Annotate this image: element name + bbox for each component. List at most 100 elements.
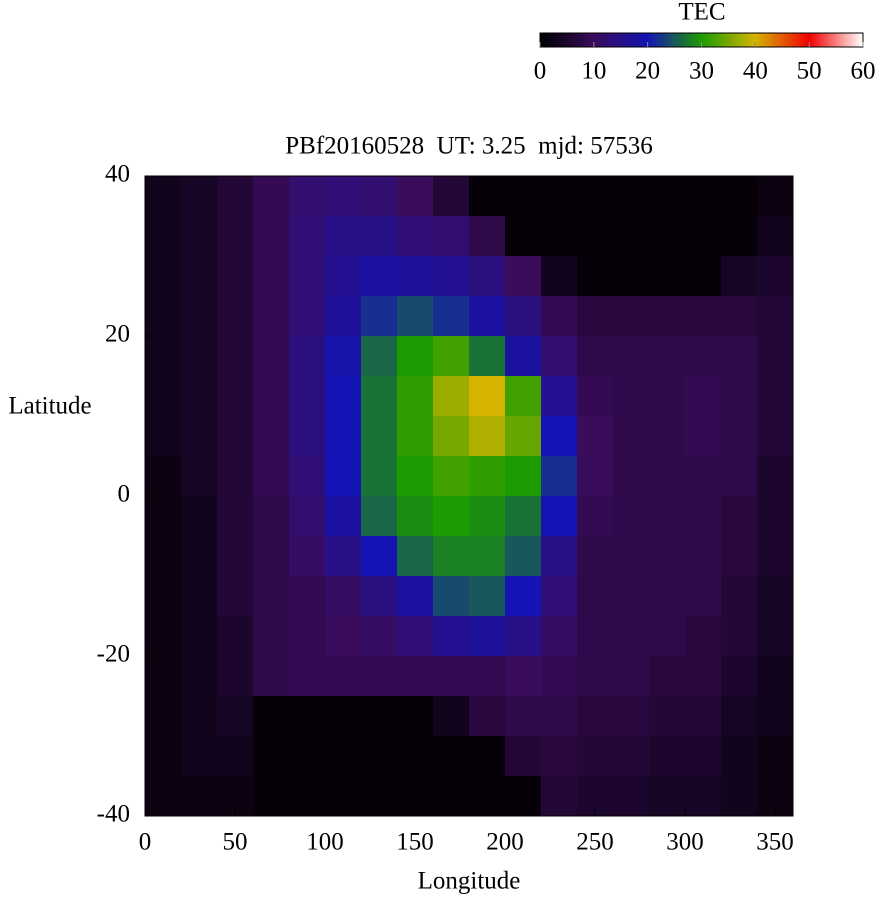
heat-cell bbox=[613, 736, 650, 777]
heat-cell bbox=[577, 656, 614, 697]
heat-cell bbox=[613, 536, 650, 577]
heat-cell bbox=[505, 536, 542, 577]
heat-cell bbox=[469, 776, 506, 817]
heat-cell bbox=[181, 216, 218, 257]
heat-cell bbox=[505, 416, 542, 457]
heat-cell bbox=[541, 696, 578, 737]
heat-cell bbox=[145, 736, 182, 777]
heat-cell bbox=[721, 256, 758, 297]
heat-cell bbox=[469, 416, 506, 457]
heat-cell bbox=[505, 336, 542, 377]
heat-cell bbox=[505, 216, 542, 257]
heat-cell bbox=[325, 576, 362, 617]
heat-cell bbox=[325, 656, 362, 697]
heat-cell bbox=[217, 216, 254, 257]
heat-cell bbox=[433, 736, 470, 777]
heat-cell bbox=[649, 376, 686, 417]
heat-cell bbox=[505, 576, 542, 617]
heat-cell bbox=[253, 376, 290, 417]
x-tick-label: 150 bbox=[396, 829, 434, 856]
heat-cell bbox=[505, 496, 542, 537]
heat-cell bbox=[361, 616, 398, 657]
heat-cell bbox=[757, 296, 794, 337]
heat-cell bbox=[145, 696, 182, 737]
heat-cell bbox=[577, 616, 614, 657]
heat-cell bbox=[685, 776, 722, 817]
chart-title: PBf20160528 UT: 3.25 mjd: 57536 bbox=[285, 133, 653, 160]
heat-cell bbox=[469, 456, 506, 497]
heat-cell bbox=[289, 176, 326, 217]
heat-cell bbox=[577, 216, 614, 257]
heat-cell bbox=[505, 456, 542, 497]
heat-cell bbox=[757, 576, 794, 617]
heat-cell bbox=[757, 696, 794, 737]
heat-cell bbox=[217, 576, 254, 617]
x-tick-label: 200 bbox=[486, 829, 524, 856]
heat-cell bbox=[433, 216, 470, 257]
heat-cell bbox=[181, 376, 218, 417]
heat-cell bbox=[433, 456, 470, 497]
heat-cell bbox=[469, 696, 506, 737]
heat-cell bbox=[325, 496, 362, 537]
heat-cell bbox=[181, 416, 218, 457]
heat-cell bbox=[577, 176, 614, 217]
heat-cell bbox=[253, 536, 290, 577]
heat-cell bbox=[217, 296, 254, 337]
heat-cell bbox=[613, 256, 650, 297]
heat-cell bbox=[145, 416, 182, 457]
heat-cell bbox=[217, 616, 254, 657]
heat-cell bbox=[253, 616, 290, 657]
heat-cell bbox=[757, 736, 794, 777]
heat-cell bbox=[541, 576, 578, 617]
heat-cell bbox=[181, 296, 218, 337]
heat-cell bbox=[649, 416, 686, 457]
heat-cell bbox=[685, 656, 722, 697]
heat-cell bbox=[325, 416, 362, 457]
heat-cell bbox=[541, 256, 578, 297]
heat-cell bbox=[649, 216, 686, 257]
heat-cell bbox=[181, 456, 218, 497]
heat-cell bbox=[685, 296, 722, 337]
heat-cell bbox=[325, 616, 362, 657]
heat-cell bbox=[289, 456, 326, 497]
heat-cell bbox=[289, 656, 326, 697]
heat-cell bbox=[145, 216, 182, 257]
heat-cell bbox=[397, 376, 434, 417]
heat-cell bbox=[361, 416, 398, 457]
colorbar-tick-label: 10 bbox=[581, 58, 606, 85]
heat-cell bbox=[361, 496, 398, 537]
heat-cell bbox=[289, 776, 326, 817]
heat-cell bbox=[757, 216, 794, 257]
heat-cell bbox=[757, 456, 794, 497]
heat-cell bbox=[397, 656, 434, 697]
heat-cell bbox=[685, 176, 722, 217]
heat-cell bbox=[397, 536, 434, 577]
heat-cell bbox=[721, 416, 758, 457]
heat-cell bbox=[433, 416, 470, 457]
heat-cell bbox=[433, 536, 470, 577]
heat-cell bbox=[289, 576, 326, 617]
heat-cell bbox=[361, 536, 398, 577]
heat-cell bbox=[253, 736, 290, 777]
heat-cell bbox=[757, 616, 794, 657]
heat-cell bbox=[145, 776, 182, 817]
heat-cell bbox=[181, 576, 218, 617]
heat-cell bbox=[685, 456, 722, 497]
heat-cell bbox=[289, 296, 326, 337]
heat-cell bbox=[649, 776, 686, 817]
heat-cell bbox=[469, 216, 506, 257]
heat-cell bbox=[361, 256, 398, 297]
heat-cell bbox=[685, 576, 722, 617]
heat-cell bbox=[433, 296, 470, 337]
x-tick-label: 50 bbox=[223, 829, 248, 856]
heat-cell bbox=[757, 656, 794, 697]
heat-cell bbox=[397, 296, 434, 337]
heat-cell bbox=[253, 216, 290, 257]
y-axis-label: Latitude bbox=[8, 393, 91, 420]
heat-cell bbox=[217, 656, 254, 697]
heat-cell bbox=[469, 256, 506, 297]
heat-cell bbox=[253, 176, 290, 217]
heat-cell bbox=[325, 536, 362, 577]
heat-cell bbox=[613, 776, 650, 817]
heat-cell bbox=[721, 656, 758, 697]
